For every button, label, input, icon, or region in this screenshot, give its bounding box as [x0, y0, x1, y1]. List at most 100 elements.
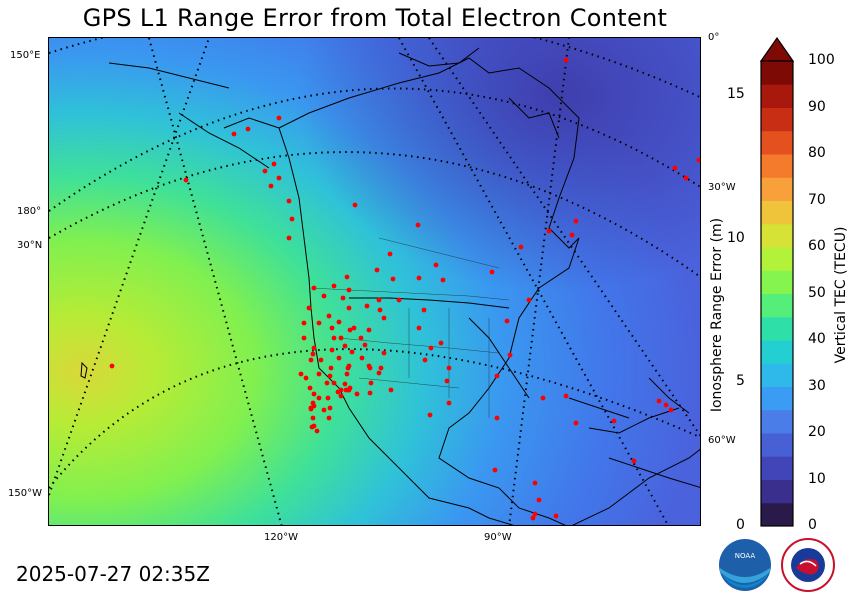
tec-tick-label: 40 [808, 331, 826, 347]
colorbar-band [761, 340, 793, 364]
colorbar-band [761, 363, 793, 387]
gps-station-marker [325, 395, 331, 401]
nws-logo [781, 538, 835, 592]
gps-station-marker [440, 277, 446, 283]
gps-station-marker [507, 352, 513, 358]
gps-station-marker [321, 407, 327, 413]
colorbar-band [761, 479, 793, 504]
gps-station-marker [231, 131, 237, 137]
gps-station-marker [696, 157, 700, 163]
gps-station-marker [540, 395, 546, 401]
colorbar-band [761, 433, 793, 457]
colorbar-band [761, 502, 793, 527]
gps-station-marker [366, 327, 372, 333]
gps-station-marker [663, 402, 669, 408]
noaa-logo: NOAA [719, 539, 771, 591]
gps-station-marker [354, 391, 360, 397]
gps-station-marker [378, 365, 384, 371]
colorbar-band [761, 84, 793, 108]
lat-label: 150°E [10, 50, 41, 61]
gps-station-marker [109, 363, 115, 369]
gps-station-marker [262, 168, 268, 174]
range-error-tick-label: 5 [736, 373, 745, 390]
gps-station-marker [553, 513, 559, 519]
gps-station-marker [504, 318, 510, 324]
gps-station-marker [286, 198, 292, 204]
gps-station-marker [573, 218, 579, 224]
range-error-tick-label: 10 [727, 229, 745, 246]
gps-station-marker [377, 307, 383, 313]
gps-station-marker [532, 480, 538, 486]
gps-station-marker [526, 297, 532, 303]
gps-station-marker [381, 350, 387, 356]
gps-station-marker [374, 267, 380, 273]
gps-station-marker [428, 345, 434, 351]
gps-station-marker [326, 313, 332, 319]
lon-label: 30°W [708, 182, 736, 193]
lat-label: 30°N [17, 240, 43, 251]
gps-station-marker [422, 357, 428, 363]
gps-station-marker [631, 458, 637, 464]
colorbar-band [761, 61, 793, 85]
colorbar-band [761, 270, 793, 294]
tec-tick-label: 10 [808, 470, 826, 487]
gps-station-marker [307, 385, 313, 391]
gps-station-marker [563, 57, 569, 63]
gps-station-marker [311, 391, 317, 397]
gps-station-marker [346, 287, 352, 293]
gps-station-marker [573, 420, 579, 426]
range-error-tick-label: 0 [736, 517, 745, 533]
gps-station-marker [324, 380, 330, 386]
gps-station-marker [532, 511, 538, 517]
range-error-tick-label: 15 [727, 86, 745, 103]
colorbar-band [761, 456, 793, 480]
colorbar-band [761, 293, 793, 318]
gps-station-marker [416, 275, 422, 281]
gps-station-marker [342, 343, 348, 349]
gps-station-marker [344, 371, 350, 377]
lon-label: 60°W [708, 435, 736, 446]
gps-station-marker [367, 390, 373, 396]
colorbar-band [761, 247, 793, 271]
gps-station-marker [316, 395, 322, 401]
colorbar-band [761, 200, 793, 225]
gps-station-marker [396, 297, 402, 303]
range-error-axis-label: Ionosphere Range Error (m) [709, 217, 725, 413]
gps-station-marker [331, 283, 337, 289]
lon-label: 90°W [484, 532, 512, 543]
chart-title: GPS L1 Range Error from Total Electron C… [82, 4, 668, 32]
colorbar-border [760, 60, 794, 527]
colorbar-band [761, 386, 793, 411]
gps-station-marker [338, 393, 344, 399]
gps-station-marker [376, 370, 382, 376]
gps-station-marker [331, 380, 337, 386]
gps-station-marker [416, 325, 422, 331]
gps-station-marker [546, 228, 552, 234]
gps-station-marker [286, 235, 292, 241]
gps-station-marker [346, 305, 352, 311]
gps-station-marker [316, 371, 322, 377]
gps-station-marker [329, 347, 335, 353]
coastlines [80, 47, 700, 525]
graticule [49, 38, 700, 525]
gps-station-marker [311, 423, 317, 429]
gps-station-marker [276, 175, 282, 181]
gps-station-marker [303, 375, 309, 381]
gps-station-marker [183, 177, 189, 183]
gps-station-marker [331, 335, 337, 341]
gps-station-marker [489, 269, 495, 275]
gps-station-marker [368, 380, 374, 386]
gps-station-marker [446, 400, 452, 406]
tec-tick-label: 50 [808, 284, 826, 301]
gps-station-marker [387, 251, 393, 257]
agency-logos: NOAA [719, 538, 835, 592]
tec-map [48, 37, 701, 526]
gps-station-marker [301, 320, 307, 326]
colorbar-band [761, 223, 793, 248]
tec-low-region [49, 38, 700, 525]
tec-tick-label: 100 [808, 52, 835, 68]
gps-station-marker [310, 351, 316, 357]
gps-station-marker [289, 216, 295, 222]
gps-station-marker [381, 315, 387, 321]
gps-station-marker [569, 232, 575, 238]
